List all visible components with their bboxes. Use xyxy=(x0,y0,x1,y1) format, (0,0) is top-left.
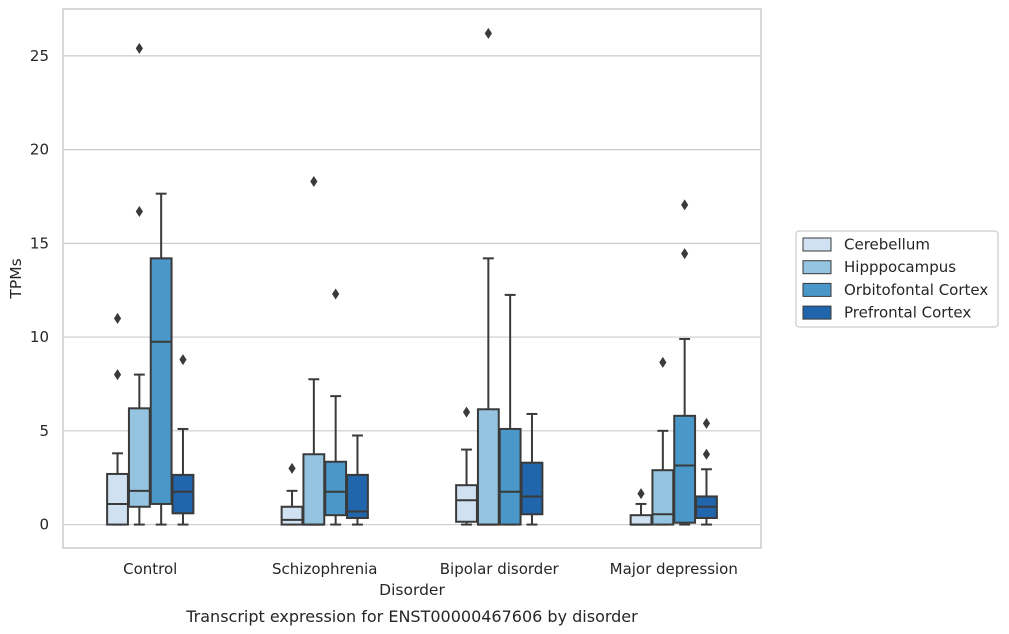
legend-label: Cerebellum xyxy=(844,236,930,254)
outlier-point xyxy=(484,27,492,39)
box-iqr xyxy=(280,505,304,526)
box-iqr xyxy=(498,427,522,526)
box-orbitofontal-cortex xyxy=(673,199,697,526)
legend-swatch xyxy=(802,305,832,320)
legend-swatch xyxy=(802,260,832,275)
outlier-point xyxy=(135,42,143,54)
outlier-point xyxy=(702,417,711,429)
box-cerebellum xyxy=(280,462,304,526)
y-tick-label: 10 xyxy=(30,328,49,346)
outlier-point xyxy=(113,369,122,381)
box-iqr xyxy=(106,472,129,526)
box-cerebellum xyxy=(455,406,478,526)
legend-swatch xyxy=(802,282,832,297)
box-orbitofontal-cortex xyxy=(324,288,348,526)
x-tick-label: Major depression xyxy=(610,560,738,578)
plot-area xyxy=(62,8,762,549)
outlier-point xyxy=(310,175,318,187)
x-axis-ticks: Control Schizophrenia Bipolar disorder Majo… xyxy=(123,560,738,578)
x-axis-label: Disorder xyxy=(379,581,445,599)
box-prefrontal-cortex xyxy=(346,434,369,526)
x-tick-label: Bipolar disorder xyxy=(440,560,560,578)
box-prefrontal-cortex xyxy=(695,417,718,526)
x-tick-label: Control xyxy=(123,560,177,578)
outlier-point xyxy=(637,488,645,500)
box-cerebellum xyxy=(629,488,653,526)
y-tick-label: 25 xyxy=(30,47,49,65)
box-hipppocampus xyxy=(651,356,675,526)
box-iqr xyxy=(629,514,653,526)
outlier-point xyxy=(288,462,296,474)
chart-caption: Transcript expression for ENST0000046760… xyxy=(185,607,638,626)
box-iqr xyxy=(673,414,697,524)
box-hipppocampus xyxy=(476,27,500,526)
x-tick-label: Schizophrenia xyxy=(272,560,377,578)
outlier-point xyxy=(462,406,471,418)
box-iqr xyxy=(476,408,500,526)
legend-label: Orbitofontal Cortex xyxy=(844,281,988,299)
box-iqr xyxy=(651,469,675,526)
box-orbitofontal-cortex xyxy=(149,192,173,526)
legend-label: Hipppocampus xyxy=(844,258,956,276)
outlier-point xyxy=(179,354,187,366)
box-cerebellum xyxy=(106,312,129,526)
legend-swatch xyxy=(802,237,832,252)
y-tick-label: 5 xyxy=(39,422,49,440)
legend-label: Prefrontal Cortex xyxy=(844,304,971,322)
outlier-point xyxy=(659,356,667,368)
box-iqr xyxy=(346,473,369,520)
outlier-point xyxy=(702,448,711,460)
y-tick-label: 20 xyxy=(30,141,49,159)
outlier-point xyxy=(681,199,689,211)
y-axis-ticks: 0 5 10 15 20 25 xyxy=(30,47,49,534)
box-hipppocampus xyxy=(127,42,151,526)
box-iqr xyxy=(127,407,151,508)
box-iqr xyxy=(324,460,348,517)
y-tick-label: 0 xyxy=(39,516,49,534)
y-axis-label: TPMs xyxy=(7,258,25,299)
outlier-point xyxy=(113,312,122,324)
box-iqr xyxy=(455,484,478,523)
outlier-point xyxy=(332,288,340,300)
outlier-point xyxy=(135,205,143,217)
box-prefrontal-cortex xyxy=(171,354,195,526)
legend-frame xyxy=(795,230,999,328)
box-iqr xyxy=(171,473,195,515)
box-series xyxy=(106,27,718,526)
box-hipppocampus xyxy=(302,175,326,526)
y-tick-label: 15 xyxy=(30,234,49,252)
box-iqr xyxy=(302,453,326,526)
outlier-point xyxy=(681,248,689,260)
box-iqr xyxy=(520,461,544,516)
legend: Cerebellum Hipppocampus Orbitofontal Corte… xyxy=(795,230,999,328)
box-prefrontal-cortex xyxy=(520,412,544,526)
box-iqr xyxy=(149,257,173,505)
box-orbitofontal-cortex xyxy=(498,293,522,526)
